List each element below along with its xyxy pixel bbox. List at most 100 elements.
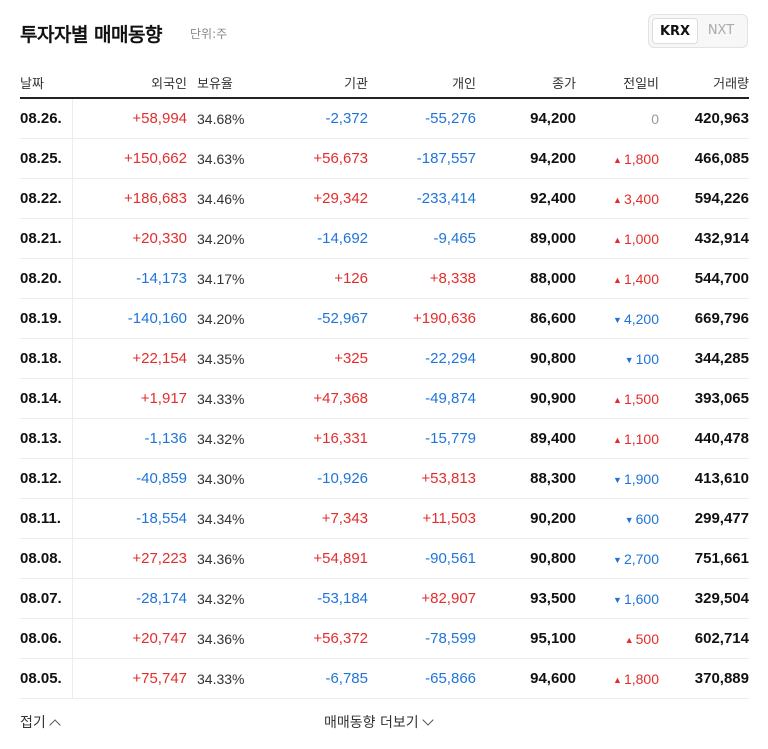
change-value: 2,700 bbox=[623, 550, 659, 567]
change-value: 1,000 bbox=[623, 230, 659, 247]
date-cell: 08.06. bbox=[20, 618, 73, 659]
change-cell: ▲ 1,500 bbox=[576, 378, 659, 419]
date-cell: 08.11. bbox=[20, 498, 73, 539]
close-cell: 90,900 bbox=[476, 378, 576, 419]
change-cell: ▲ 1,100 bbox=[576, 418, 659, 459]
individual-cell: -15,779 bbox=[368, 418, 476, 459]
institution-cell: -6,785 bbox=[261, 658, 368, 699]
change-cell: ▲ 1,400 bbox=[576, 258, 659, 299]
triangle-up-icon: ▲ bbox=[613, 194, 622, 205]
individual-cell: -90,561 bbox=[368, 538, 476, 579]
share-cell: 34.33% bbox=[187, 378, 261, 419]
triangle-down-icon: ▼ bbox=[613, 554, 622, 565]
foreign-cell: -18,554 bbox=[72, 498, 187, 539]
foreign-cell: +186,683 bbox=[72, 178, 187, 219]
triangle-up-icon: ▲ bbox=[624, 634, 634, 645]
institution-cell: +7,343 bbox=[261, 498, 368, 539]
fold-button[interactable]: 접기 bbox=[20, 712, 61, 732]
unit-label: 단위:주 bbox=[190, 27, 228, 41]
table-row: 08.07. -28,174 34.32% -53,184 +82,907 93,500 ▼… bbox=[20, 578, 749, 619]
table-header-row: 날짜 외국인 보유율 기관 개인 종가 전일비 거래량 bbox=[20, 68, 749, 99]
triangle-up-icon: ▲ bbox=[613, 674, 622, 685]
volume-cell: 602,714 bbox=[659, 618, 749, 659]
institution-cell: +29,342 bbox=[261, 178, 368, 219]
change-cell: ▼ 1,900 bbox=[576, 458, 659, 499]
institution-cell: -14,692 bbox=[261, 218, 368, 259]
change-cell: 0 bbox=[576, 98, 659, 139]
triangle-down-icon: ▼ bbox=[613, 474, 622, 485]
widget-footer: 접기 매매동향 더보기 bbox=[20, 708, 748, 738]
widget-title: 투자자별 매매동향 bbox=[20, 24, 162, 46]
date-cell: 08.19. bbox=[20, 298, 73, 339]
volume-cell: 413,610 bbox=[659, 458, 749, 499]
volume-cell: 440,478 bbox=[659, 418, 749, 459]
foreign-cell: -1,136 bbox=[72, 418, 187, 459]
close-cell: 94,200 bbox=[476, 98, 576, 139]
date-cell: 08.07. bbox=[20, 578, 73, 619]
foreign-cell: +75,747 bbox=[72, 658, 187, 699]
date-cell: 08.14. bbox=[20, 378, 73, 419]
change-cell: ▼ 600 bbox=[576, 498, 659, 539]
triangle-down-icon: ▼ bbox=[624, 514, 634, 525]
individual-cell: -49,874 bbox=[368, 378, 476, 419]
table-row: 08.05. +75,747 34.33% -6,785 -65,866 94,600 ▲ 1… bbox=[20, 658, 749, 699]
foreign-cell: -40,859 bbox=[72, 458, 187, 499]
change-cell: ▼ 1,600 bbox=[576, 578, 659, 619]
volume-cell: 544,700 bbox=[659, 258, 749, 299]
tab-krx[interactable]: KRX bbox=[652, 18, 698, 44]
volume-cell: 420,963 bbox=[659, 98, 749, 139]
close-cell: 90,800 bbox=[476, 338, 576, 379]
table-row: 08.18. +22,154 34.35% +325 -22,294 90,800 ▼ 100… bbox=[20, 338, 749, 379]
institution-cell: -2,372 bbox=[261, 98, 368, 139]
change-value: 1,900 bbox=[623, 470, 659, 487]
institution-cell: -52,967 bbox=[261, 298, 368, 339]
change-cell: ▼ 100 bbox=[576, 338, 659, 379]
table-body: 08.26. +58,994 34.68% -2,372 -55,276 94,200 0 4… bbox=[20, 98, 749, 699]
more-label: 매매동향 더보기 bbox=[324, 715, 419, 731]
tab-nxt[interactable]: NXT bbox=[707, 23, 735, 38]
volume-cell: 344,285 bbox=[659, 338, 749, 379]
table-row: 08.14. +1,917 34.33% +47,368 -49,874 90,900 ▲ 1… bbox=[20, 378, 749, 419]
change-cell: ▲ 3,400 bbox=[576, 178, 659, 219]
foreign-cell: -14,173 bbox=[72, 258, 187, 299]
change-value: 600 bbox=[635, 510, 659, 527]
triangle-down-icon: ▼ bbox=[613, 594, 622, 605]
foreign-cell: -28,174 bbox=[72, 578, 187, 619]
individual-cell: -9,465 bbox=[368, 218, 476, 259]
change-value: 1,500 bbox=[623, 390, 659, 407]
share-cell: 34.32% bbox=[187, 578, 261, 619]
institution-cell: +16,331 bbox=[261, 418, 368, 459]
foreign-cell: +1,917 bbox=[72, 378, 187, 419]
more-trading-button[interactable]: 매매동향 더보기 bbox=[324, 712, 434, 732]
change-value: 3,400 bbox=[623, 190, 659, 207]
close-cell: 86,600 bbox=[476, 298, 576, 339]
table-row: 08.13. -1,136 34.32% +16,331 -15,779 89,400 ▲ 1… bbox=[20, 418, 749, 459]
date-cell: 08.05. bbox=[20, 658, 73, 699]
individual-cell: -55,276 bbox=[368, 98, 476, 139]
individual-cell: -187,557 bbox=[368, 138, 476, 179]
share-cell: 34.20% bbox=[187, 298, 261, 339]
change-cell: ▼ 4,200 bbox=[576, 298, 659, 339]
date-cell: 08.25. bbox=[20, 138, 73, 179]
individual-cell: +82,907 bbox=[368, 578, 476, 619]
share-cell: 34.46% bbox=[187, 178, 261, 219]
change-cell: ▲ 1,800 bbox=[576, 658, 659, 699]
close-cell: 95,100 bbox=[476, 618, 576, 659]
triangle-down-icon: ▼ bbox=[613, 314, 622, 325]
change-cell: ▲ 1,000 bbox=[576, 218, 659, 259]
institution-cell: -53,184 bbox=[261, 578, 368, 619]
change-value: 1,600 bbox=[623, 590, 659, 607]
col-share: 보유율 bbox=[187, 68, 261, 99]
widget-header: 투자자별 매매동향 단위:주 KRX NXT bbox=[20, 14, 748, 54]
volume-cell: 329,504 bbox=[659, 578, 749, 619]
col-volume: 거래량 bbox=[659, 68, 749, 99]
individual-cell: -233,414 bbox=[368, 178, 476, 219]
close-cell: 94,600 bbox=[476, 658, 576, 699]
table-row: 08.20. -14,173 34.17% +126 +8,338 88,000 ▲ 1,40… bbox=[20, 258, 749, 299]
change-cell: ▲ 500 bbox=[576, 618, 659, 659]
close-cell: 90,200 bbox=[476, 498, 576, 539]
share-cell: 34.35% bbox=[187, 338, 261, 379]
table-row: 08.21. +20,330 34.20% -14,692 -9,465 89,000 ▲ 1… bbox=[20, 218, 749, 259]
triangle-up-icon: ▲ bbox=[613, 434, 622, 445]
